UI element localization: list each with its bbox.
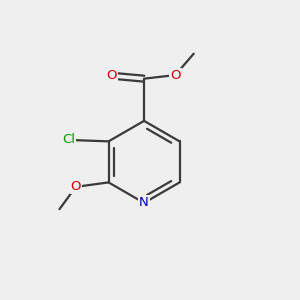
Text: N: N [139, 196, 149, 209]
Text: O: O [106, 69, 117, 82]
Text: O: O [70, 180, 81, 194]
Text: Cl: Cl [62, 134, 75, 146]
Text: O: O [170, 69, 181, 82]
